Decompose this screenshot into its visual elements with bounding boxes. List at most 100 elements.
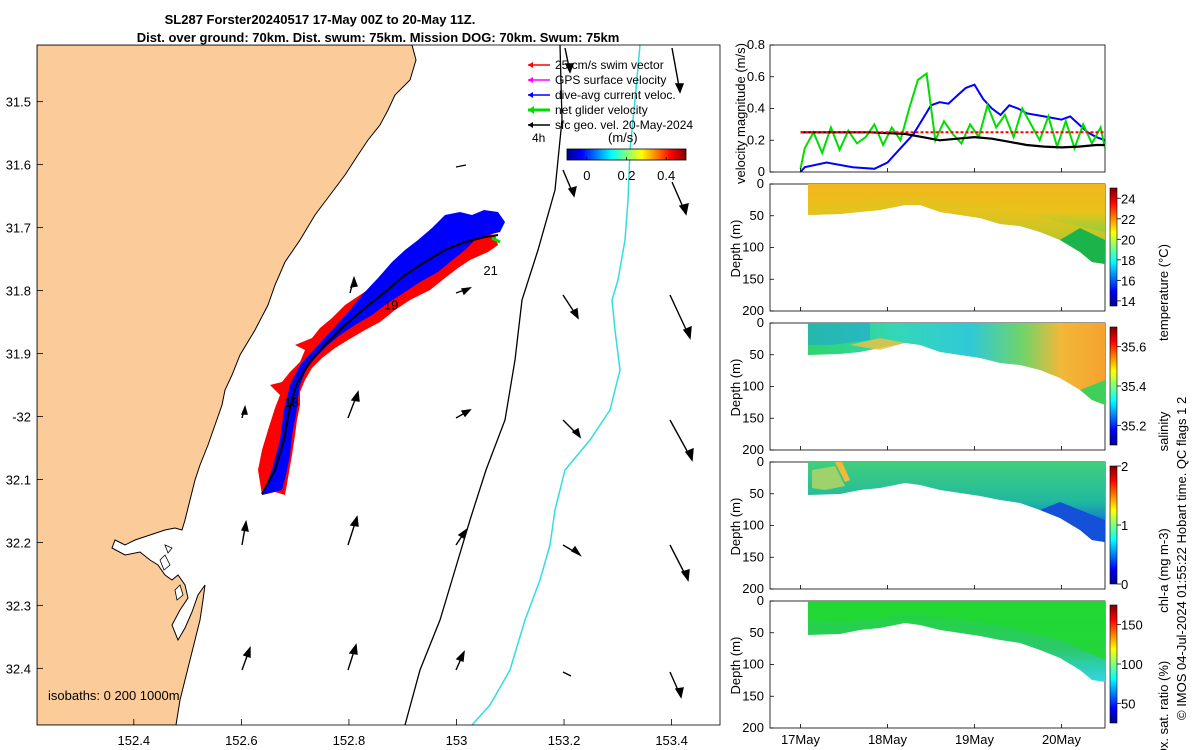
geo-arrow [455, 528, 468, 546]
geo-arrow [669, 544, 690, 582]
chl-a-colorbar [1109, 465, 1118, 585]
depth-tick-label: 50 [750, 625, 764, 640]
depth-tick-label: 150 [742, 271, 764, 286]
time-tick-label: 20May [1042, 732, 1082, 747]
depth-tick-label: 0 [757, 593, 764, 608]
day-label-18: 18 [284, 395, 298, 410]
geo-arrow [671, 181, 689, 216]
depth-tick-label: 100 [742, 657, 764, 672]
map-y-tick-label: 31.9 [6, 347, 31, 362]
geo-arrow [455, 287, 472, 296]
chl-a-panel [769, 461, 1106, 590]
cb-tick-label: 35.6 [1121, 340, 1146, 355]
glider-track [261, 234, 499, 495]
day-label-21: 21 [483, 263, 497, 278]
geo-arrow [671, 47, 685, 94]
map-y-tick-label: -32 [12, 409, 31, 424]
map-y-tick-label: 31.5 [6, 95, 31, 110]
cb-tick-label: 35.2 [1121, 418, 1146, 433]
vel-y-tick-label: 0.6 [747, 69, 765, 84]
legend-item-gps-surface: GPS surface velocity [528, 73, 666, 87]
cb-tick-label: 100 [1121, 657, 1143, 672]
depth-tick-label: 200 [742, 581, 764, 596]
interval-label: 4h [532, 131, 545, 145]
geo-arrow [241, 646, 251, 671]
geo-arrow [669, 419, 694, 462]
legend-item-sfc-geo: sfc geo. vel. 20-May-2024 [528, 118, 693, 132]
depth-tick-label: 150 [742, 688, 764, 703]
time-tick-label: 19May [955, 732, 995, 747]
oxygen-panel [769, 600, 1106, 729]
legend-item-net-glider: net glider velocity [528, 103, 648, 117]
salinity-colorbar [1109, 326, 1118, 446]
map-y-ticks: 31.5 31.6 31.7 31.8 31.9 -32 32.1 32.2 32.3 32.4 [6, 95, 43, 676]
colorbar-label: Ox. sat. ratio (%) [1156, 661, 1171, 750]
depth-tick-label: 200 [742, 442, 764, 457]
cb-tick-label: 24 [1121, 191, 1135, 206]
speed-colorbar-ticks: 0 0.2 0.4 [583, 157, 675, 183]
cb-tick-label: 1 [1121, 518, 1128, 533]
geo-arrow [455, 650, 465, 671]
colorbar-unit: (m/s) [608, 130, 638, 145]
land-mass [37, 45, 417, 725]
cb-tick-label: 50 [1121, 696, 1135, 711]
cb-tick-label: 16 [1121, 273, 1135, 288]
map-legend: 25 cm/s swim vector GPS surface velocity… [528, 58, 693, 161]
geo-arrow [240, 404, 248, 419]
oxygen-colorbar [1109, 604, 1118, 724]
geo-arrow [347, 390, 360, 419]
depth-ylabel: Depth (m) [728, 637, 743, 695]
depth-tick-label: 0 [757, 176, 764, 191]
map-x-ticks: 152.4 152.6 152.8 153 153.2 153.4 [118, 719, 688, 748]
heatmap-axes: 0 50 100 150 200 Depth (m) 0 50 100 150 200 Depth (… [728, 176, 774, 735]
legend-label: 25 cm/s swim vector [555, 58, 664, 72]
speed-cb-tick-label: 0 [583, 168, 590, 183]
depth-ylabel: Depth (m) [728, 220, 743, 278]
cb-tick-label: 150 [1121, 618, 1143, 633]
depth-ylabel: Depth (m) [728, 359, 743, 417]
cb-tick-label: 22 [1121, 212, 1135, 227]
sfc-geo-arrows [240, 47, 694, 699]
legend-label: net glider velocity [555, 103, 648, 117]
velocity-ylabel: velocity magnitude (m/s) [733, 43, 748, 184]
isobath-200m [404, 45, 563, 725]
vel-y-tick-label: 0 [758, 164, 765, 179]
geo-arrow [240, 519, 249, 546]
depth-tick-label: 200 [742, 720, 764, 735]
isobath-1000m [471, 45, 641, 725]
geo-arrow [562, 419, 582, 439]
colorbar-label: chl-a (mg m-3) [1156, 528, 1171, 613]
map-y-tick-label: 32.2 [6, 535, 31, 550]
geo-arrow [347, 643, 358, 671]
geo-arrow [347, 515, 359, 546]
map-x-tick-label: 152.4 [118, 733, 151, 748]
day-label-19: 19 [384, 297, 398, 312]
cb-tick-label: 35.4 [1121, 379, 1146, 394]
legend-label: sfc geo. vel. 20-May-2024 [555, 118, 693, 132]
map-x-tick-label: 153 [446, 733, 468, 748]
map-y-tick-label: 31.8 [6, 284, 31, 299]
depth-tick-label: 150 [742, 549, 764, 564]
depth-tick-label: 50 [750, 486, 764, 501]
salinity-panel [769, 322, 1106, 451]
map-y-tick-label: 32.3 [6, 598, 31, 613]
vel-y-tick-label: 0.8 [747, 37, 765, 52]
depth-tick-label: 50 [750, 208, 764, 223]
map-y-tick-label: 31.6 [6, 158, 31, 173]
depth-tick-label: 100 [742, 518, 764, 533]
title-line-1: SL287 Forster20240517 17-May 00Z to 20-M… [165, 12, 476, 27]
footer-copyright: © IMOS 04-Jul-2024 01:55:22 Hobart time.… [1174, 397, 1189, 720]
cb-tick-label: 14 [1121, 294, 1135, 309]
depth-tick-label: 100 [742, 240, 764, 255]
geo-arrow [562, 544, 582, 557]
colorbar-label: salinity [1156, 411, 1171, 451]
legend-label: GPS surface velocity [555, 73, 666, 87]
vel-y-tick-label: 0.2 [747, 132, 765, 147]
velocity-series-line [799, 83, 1106, 173]
depth-tick-label: 50 [750, 347, 764, 362]
speed-cb-tick-label: 0.4 [657, 168, 675, 183]
cb-tick-label: 18 [1121, 253, 1135, 268]
time-x-ticks: 17May 18May 19May 20May [781, 168, 1082, 747]
